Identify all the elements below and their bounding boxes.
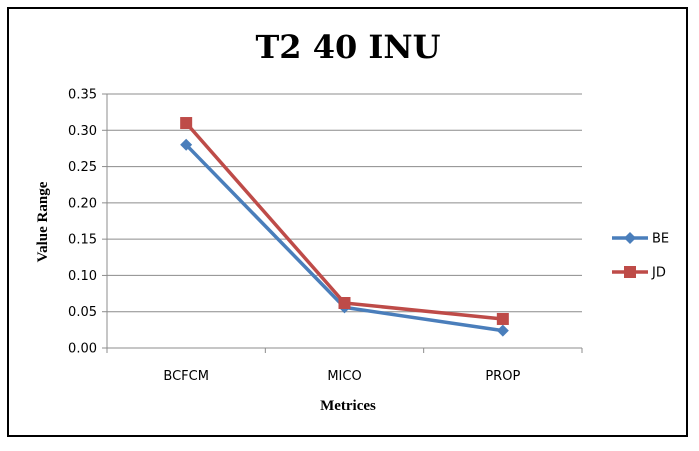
gridlines	[107, 93, 582, 313]
y-tick-labels: 0.00 0.05 0.10 0.15 0.20 0.25 0.30 0.35	[68, 88, 97, 357]
data-point-jd	[180, 117, 193, 130]
y-tick-label: 0.25	[68, 160, 97, 175]
x-tick-label: BCFCM	[163, 369, 209, 384]
data-point-be	[496, 324, 509, 337]
axes	[102, 93, 583, 353]
legend-label-be: BE	[652, 232, 669, 247]
y-tick-label: 0.35	[68, 88, 97, 103]
legend: BE JD	[612, 232, 669, 281]
series-line-jd	[184, 121, 504, 321]
y-tick-label: 0.20	[68, 196, 97, 211]
legend-marker-jd	[624, 266, 636, 278]
chart-title: T2 40 INU	[255, 28, 440, 66]
legend-marker-be	[624, 232, 636, 244]
data-point-jd	[338, 297, 351, 310]
data-point-jd	[496, 312, 509, 325]
x-tick-label: PROP	[485, 369, 520, 384]
y-tick-label: 0.05	[68, 305, 97, 320]
y-axis-title: Value Range	[35, 181, 51, 262]
legend-label-jd: JD	[651, 266, 666, 281]
data-point-be	[180, 138, 193, 151]
x-axis-title: Metrices	[320, 398, 376, 414]
y-tick-label: 0.10	[68, 269, 97, 284]
y-tick-label: 0.00	[68, 342, 97, 357]
series-lines	[180, 117, 509, 337]
y-tick-label: 0.30	[68, 124, 97, 139]
chart-frame	[7, 7, 688, 437]
x-tick-label: MICO	[327, 369, 361, 384]
y-tick-label: 0.15	[68, 233, 97, 248]
x-tick-labels: BCFCM MICO PROP	[163, 369, 520, 384]
